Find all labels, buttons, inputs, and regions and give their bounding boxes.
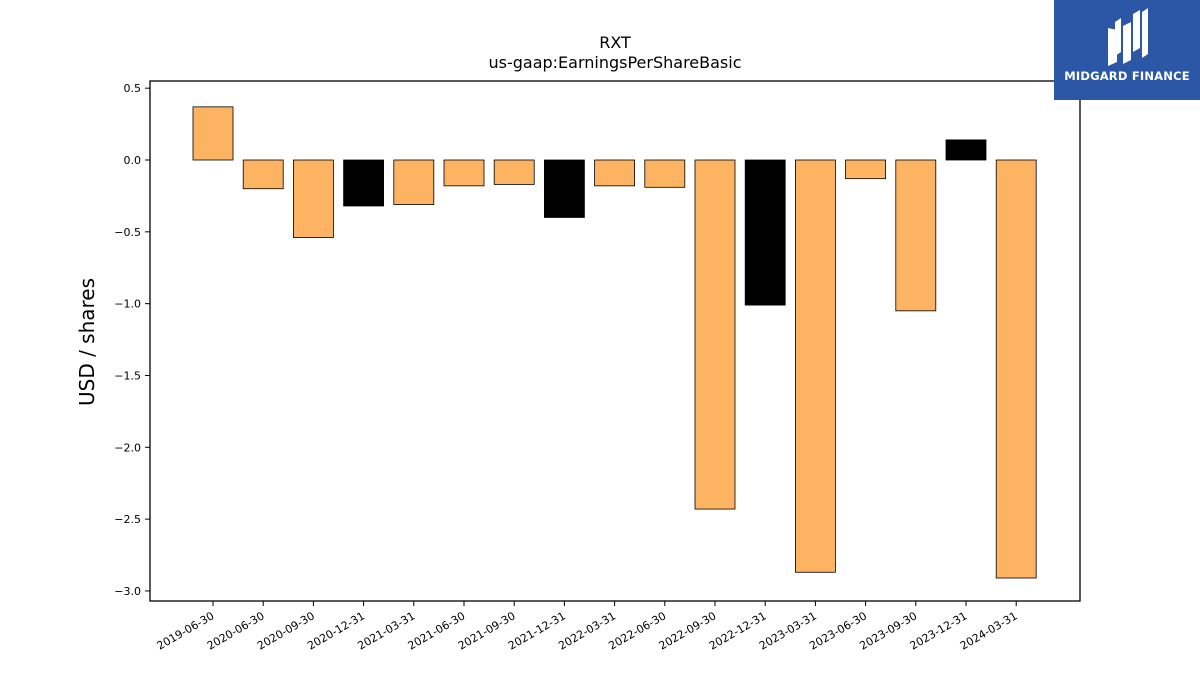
y-tick-label: −0.5 (114, 226, 141, 239)
bar-2023-12-31 (945, 139, 987, 161)
bar-2022-09-30 (694, 159, 736, 510)
bar-2023-09-30 (895, 159, 937, 312)
bar-2021-06-30 (443, 159, 485, 187)
bar-2022-12-31 (744, 159, 786, 306)
bar-2024-03-31 (995, 159, 1037, 579)
bar-2021-09-30 (493, 159, 535, 185)
y-tick-label: −1.0 (114, 298, 141, 311)
midgard-finance-logo: MIDGARD FINANCE (1054, 0, 1200, 100)
logo-wordmark: MIDGARD FINANCE (1064, 69, 1190, 83)
bars-group (192, 106, 1037, 579)
bar-2023-03-31 (795, 159, 836, 573)
midgard-monogram-icon (1108, 8, 1148, 66)
y-tick-label: −2.5 (114, 513, 141, 526)
y-tick-label: −1.5 (114, 369, 141, 382)
plot-frame (149, 80, 1081, 602)
chart-title: RXT (599, 33, 631, 52)
bar-2023-06-30 (845, 159, 886, 180)
y-tick-label: −2.0 (114, 441, 141, 454)
y-axis-label: USD / shares (75, 278, 99, 406)
x-axis-ticks: 2019-06-302020-06-302020-09-302020-12-31… (155, 601, 1020, 653)
bar-2019-06-30 (192, 106, 234, 161)
bar-2020-12-31 (343, 159, 385, 207)
bar-2021-03-31 (393, 159, 435, 205)
y-tick-label: 0.0 (124, 154, 142, 167)
bar-2020-09-30 (292, 159, 334, 238)
y-axis-ticks: 0.5 0.0 −0.5 −1.0 −1.5 −2.0 −2.5 −3.0 (114, 82, 150, 598)
bar-2021-12-31 (544, 159, 585, 218)
x-tick-label: 2024-03-31 (958, 609, 1020, 652)
y-tick-label: −3.0 (114, 585, 141, 598)
bar-2022-03-31 (594, 159, 635, 187)
bar-2020-06-30 (242, 159, 284, 190)
chart-subtitle: us-gaap:EarningsPerShareBasic (488, 53, 741, 72)
bar-2022-06-30 (644, 159, 686, 188)
y-tick-label: 0.5 (124, 82, 142, 95)
